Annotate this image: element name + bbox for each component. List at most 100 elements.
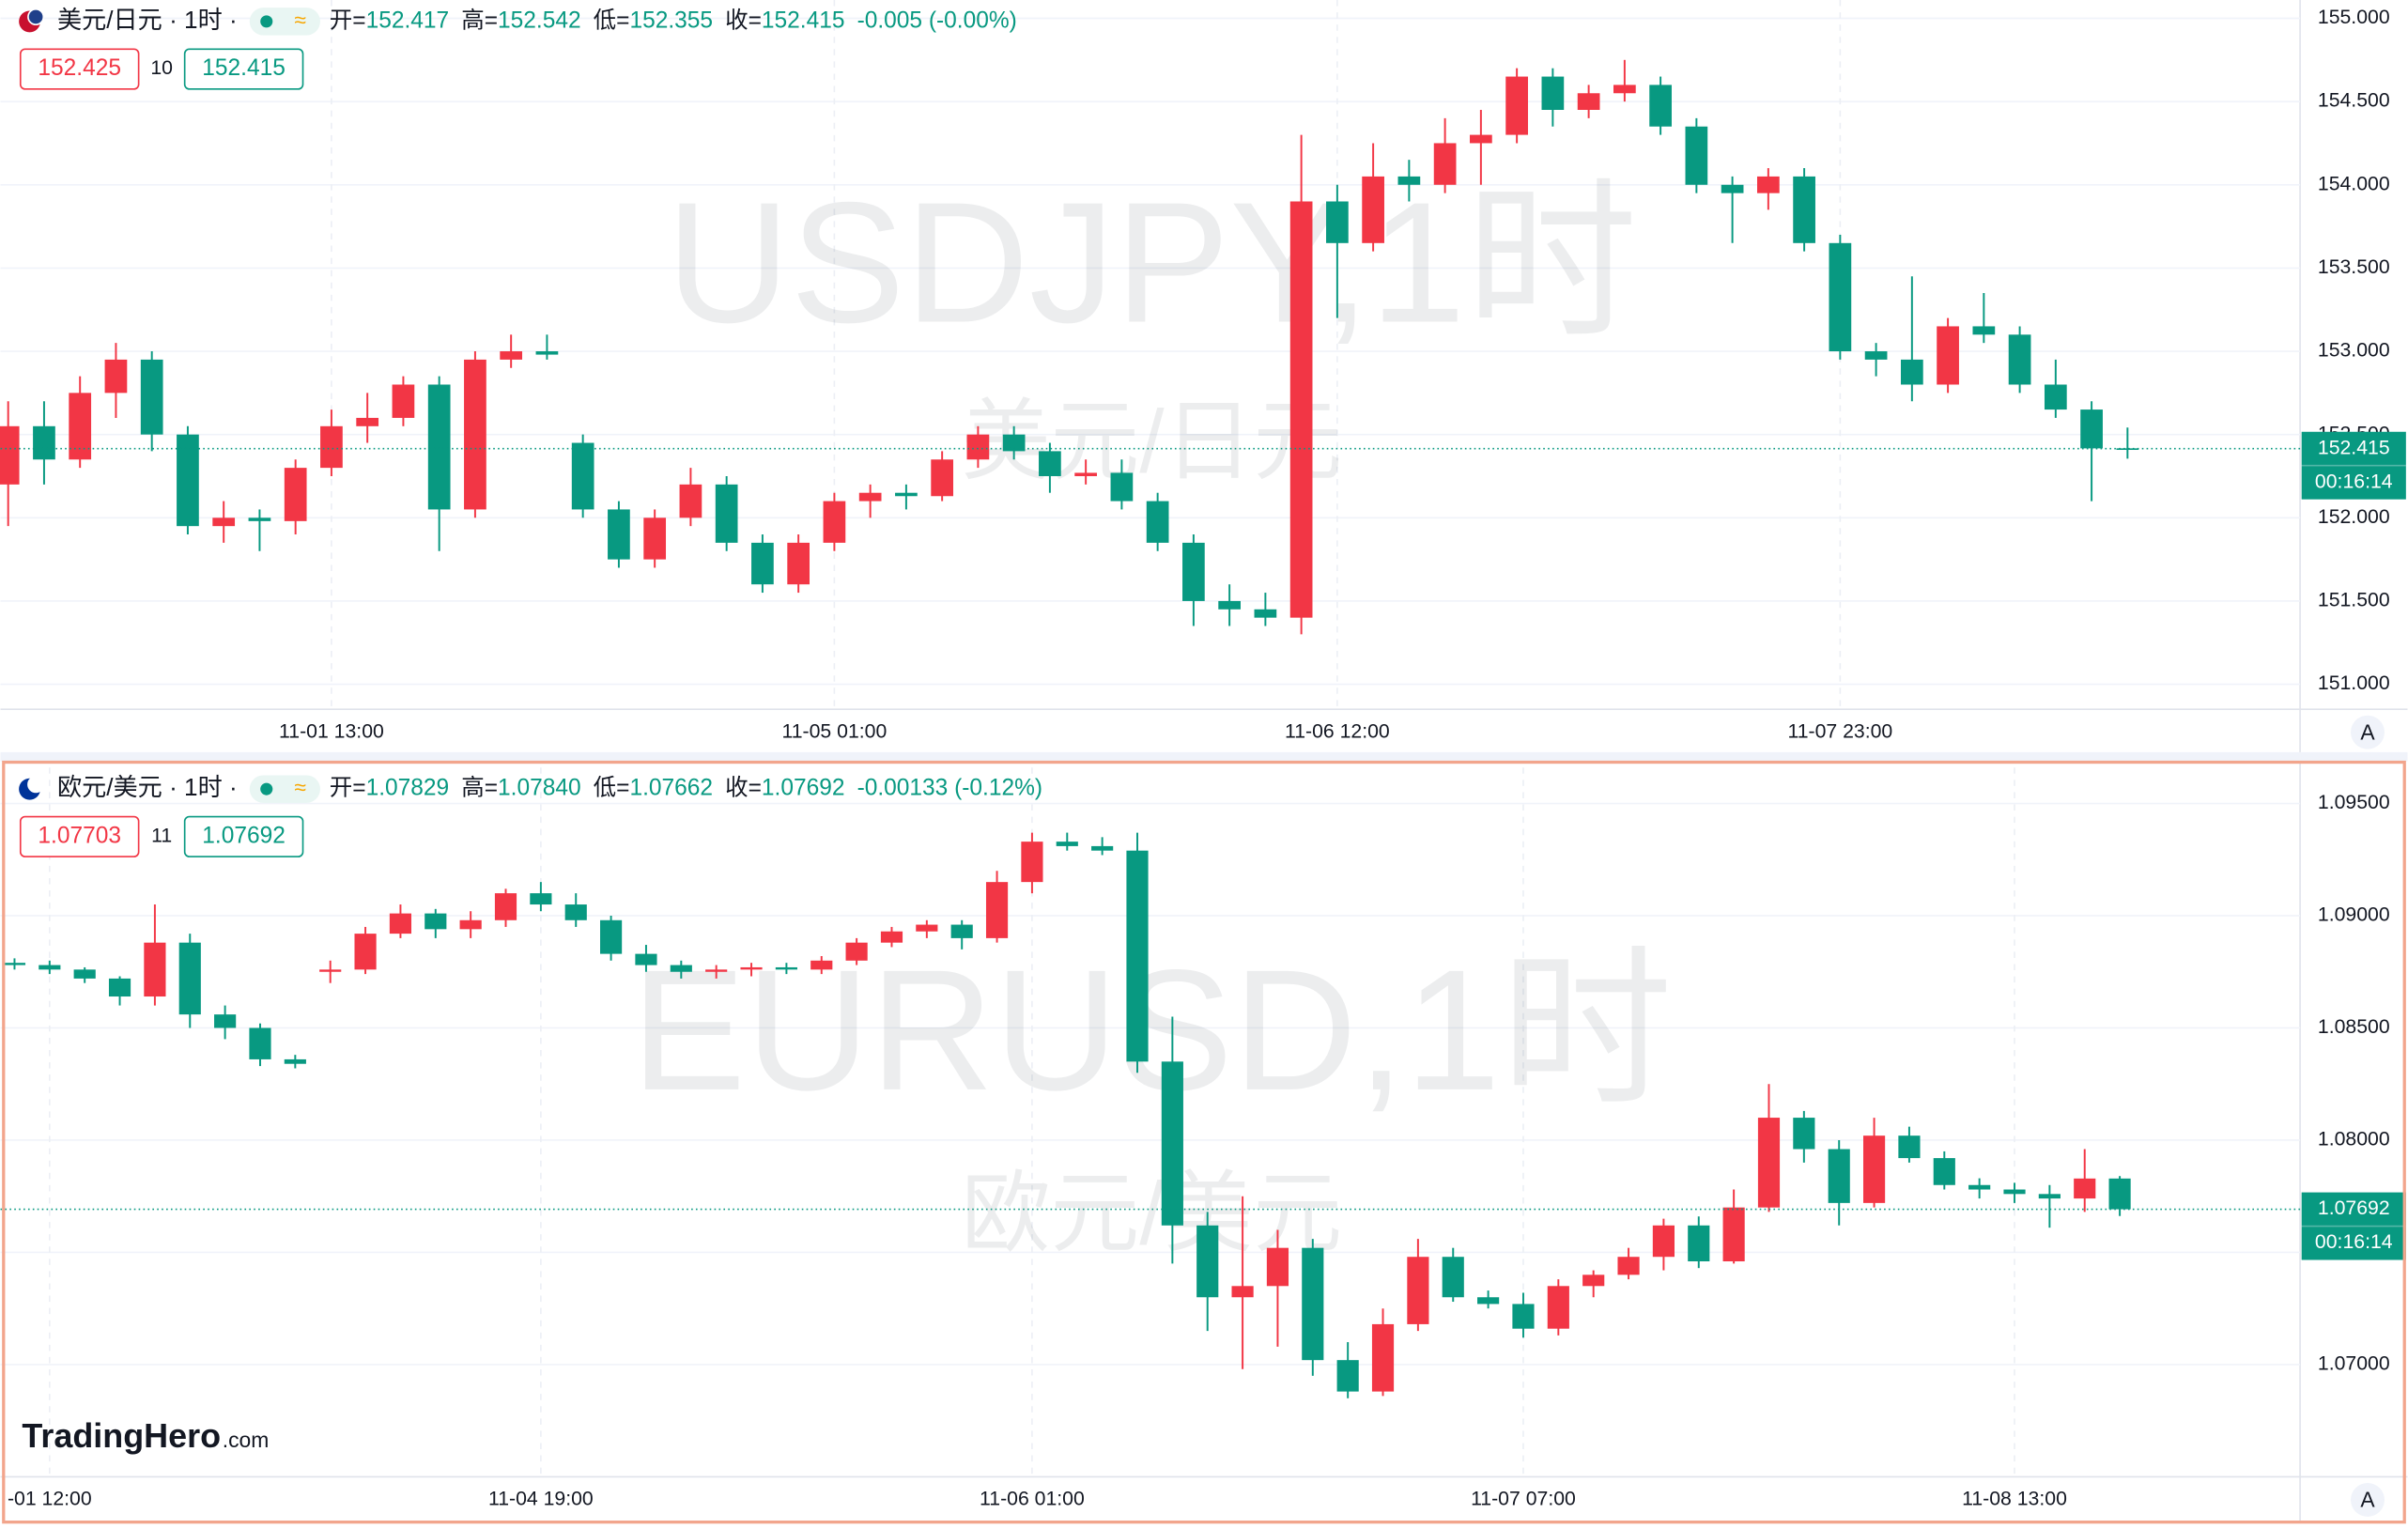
candle-body: [1196, 1225, 1219, 1298]
candle-body: [715, 484, 738, 543]
candle-body: [1900, 359, 1923, 385]
candle-body: [895, 492, 918, 497]
candle-body: [823, 501, 846, 543]
candle-body: [1302, 1247, 1324, 1361]
candle-body: [845, 942, 868, 961]
candle-body: [3, 963, 26, 965]
status-dot: [260, 782, 273, 795]
symbol-flag-overlay: [27, 776, 45, 794]
logo-suffix: .com: [223, 1428, 270, 1452]
candle-body: [212, 517, 236, 527]
ohlc-value: 1.07692: [762, 776, 845, 801]
candle-body: [880, 931, 903, 943]
y-tick-label: 1.09000: [2318, 904, 2390, 926]
candle-body: [464, 359, 486, 510]
ohlc-value: 152.542: [498, 8, 581, 33]
x-tick-label: 11-04 19:00: [488, 1488, 594, 1510]
candle-body: [2003, 1189, 2026, 1195]
y-tick-label: 1.07000: [2318, 1352, 2390, 1375]
ask-box: [19, 48, 140, 90]
candle-body: [108, 978, 131, 997]
candle-body: [1756, 176, 1780, 193]
candle-body: [356, 417, 379, 426]
candle-body: [679, 484, 702, 518]
y-tick-label: 153.500: [2318, 255, 2390, 278]
change-value: -0.005 (-0.00%): [857, 8, 1017, 33]
candle-body: [2038, 1194, 2061, 1199]
auto-scale-label[interactable]: A: [2360, 1488, 2375, 1512]
candle-body: [564, 904, 587, 920]
auto-scale-button[interactable]: [2351, 715, 2385, 749]
watermark: USDJPY,1时: [666, 166, 1637, 359]
symbol-title: 美元/日元 · 1时 ·: [57, 6, 238, 34]
y-tick-label: 153.000: [2318, 339, 2390, 362]
candle-body: [1649, 85, 1672, 127]
countdown-label: 00:16:14: [2315, 470, 2393, 492]
candle-body: [1146, 501, 1169, 543]
ohlc-label: 开=: [330, 776, 366, 801]
bid-box: [183, 48, 304, 90]
auto-scale-label[interactable]: A: [2360, 719, 2375, 744]
ohlc-label: 低=: [594, 775, 630, 801]
candle-body: [1722, 1207, 1745, 1262]
candle-body: [1829, 242, 1852, 352]
candle-body: [1336, 1360, 1359, 1392]
ohlc-value: 152.417: [366, 8, 450, 33]
candle-body: [1218, 600, 1241, 610]
candle-body: [424, 913, 447, 930]
candle-body: [931, 459, 954, 497]
candle-body: [2044, 384, 2067, 410]
ohlc-label: 高=: [461, 775, 498, 801]
bid-box: [183, 815, 304, 857]
x-tick-label: 11-06 01:00: [980, 1488, 1085, 1510]
ask-box: [19, 815, 140, 857]
y-tick-label: 155.000: [2318, 6, 2390, 28]
candle-body: [1433, 143, 1457, 185]
y-tick-label: 1.09500: [2318, 791, 2390, 813]
x-tick-label: -01 12:00: [8, 1488, 92, 1510]
candle-body: [320, 425, 343, 469]
candle-body: [459, 919, 482, 930]
x-tick-label: 11-08 13:00: [1962, 1488, 2067, 1510]
candle-body: [966, 434, 990, 460]
candle-body: [600, 919, 623, 954]
x-tick-label: 11-05 01:00: [782, 719, 888, 742]
candle-body: [2108, 1178, 2131, 1210]
candle-body: [1289, 201, 1313, 618]
candle-body: [1126, 850, 1149, 1062]
y-tick-label: 151.000: [2318, 672, 2390, 694]
candle-body: [608, 509, 630, 560]
status-dot: [260, 15, 273, 28]
y-tick-label: 154.500: [2318, 89, 2390, 112]
ohlc-label: 收=: [725, 7, 762, 33]
candle-body: [1161, 1061, 1183, 1226]
candle-body: [670, 965, 692, 972]
candle-body: [1505, 76, 1528, 135]
spread: 10: [150, 56, 173, 79]
candle-body: [1582, 1274, 1605, 1287]
candle-body: [500, 351, 523, 360]
candle-body: [1110, 472, 1134, 502]
candle-body: [858, 492, 882, 502]
candle-body: [144, 942, 166, 997]
candle-body: [2008, 334, 2031, 385]
y-tick-label: 151.500: [2318, 589, 2390, 611]
candle-body: [571, 442, 594, 510]
candle-body: [0, 425, 20, 485]
candle-body: [1793, 1118, 1815, 1150]
watermark: EURUSD,1时: [631, 934, 1673, 1126]
auto-scale-button[interactable]: [2351, 1482, 2385, 1517]
candle-body: [1371, 1323, 1395, 1392]
candle-body: [39, 965, 61, 970]
last-price-box: [2301, 431, 2406, 500]
ohlc-label: 高=: [461, 7, 498, 33]
panel-separator: [0, 751, 2408, 762]
candle-body: [33, 425, 55, 460]
candle-body: [1442, 1257, 1464, 1298]
candle-body: [740, 966, 763, 970]
candle-body: [1512, 1304, 1535, 1329]
last-price-box: [2301, 1192, 2406, 1260]
candle-body: [389, 913, 412, 934]
